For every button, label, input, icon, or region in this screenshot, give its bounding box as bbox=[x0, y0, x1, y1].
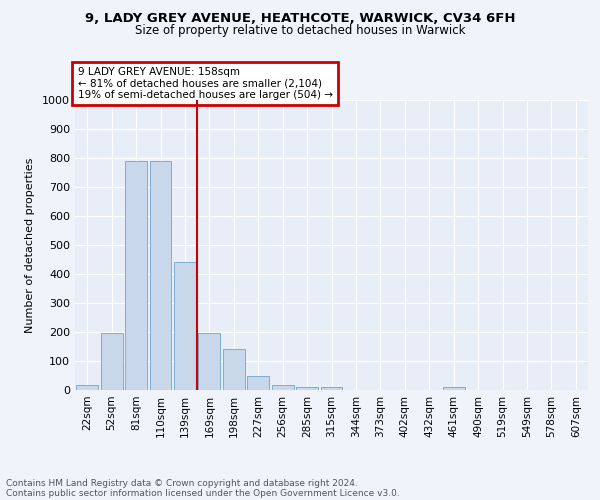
Bar bbox=[101, 333, 122, 390]
Bar bbox=[223, 349, 245, 390]
Text: 9 LADY GREY AVENUE: 158sqm
← 81% of detached houses are smaller (2,104)
19% of s: 9 LADY GREY AVENUE: 158sqm ← 81% of deta… bbox=[77, 67, 332, 100]
Bar bbox=[320, 387, 343, 390]
Bar bbox=[296, 387, 318, 390]
Bar bbox=[199, 333, 220, 390]
Bar bbox=[443, 387, 464, 390]
Bar bbox=[247, 376, 269, 390]
Text: Contains public sector information licensed under the Open Government Licence v3: Contains public sector information licen… bbox=[6, 488, 400, 498]
Text: 9, LADY GREY AVENUE, HEATHCOTE, WARWICK, CV34 6FH: 9, LADY GREY AVENUE, HEATHCOTE, WARWICK,… bbox=[85, 12, 515, 26]
Bar bbox=[272, 385, 293, 390]
Text: Contains HM Land Registry data © Crown copyright and database right 2024.: Contains HM Land Registry data © Crown c… bbox=[6, 478, 358, 488]
Y-axis label: Number of detached properties: Number of detached properties bbox=[25, 158, 35, 332]
Bar bbox=[149, 161, 172, 390]
Bar bbox=[174, 262, 196, 390]
Bar bbox=[125, 161, 147, 390]
Bar bbox=[76, 385, 98, 390]
Text: Size of property relative to detached houses in Warwick: Size of property relative to detached ho… bbox=[135, 24, 465, 37]
